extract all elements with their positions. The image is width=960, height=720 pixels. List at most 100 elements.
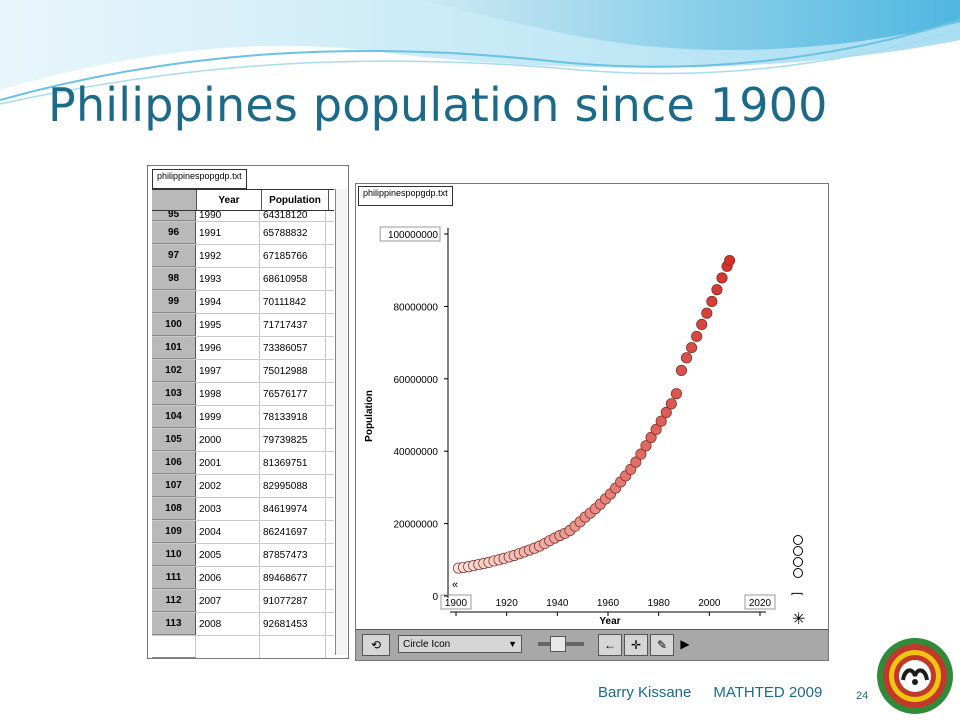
population-cell[interactable]: 68610958 xyxy=(260,268,326,290)
table-scrollbar[interactable] xyxy=(335,189,348,655)
population-cell[interactable]: 89468677 xyxy=(260,567,326,589)
population-cell[interactable]: 76576177 xyxy=(260,383,326,405)
crosshair-tool-icon[interactable]: ✛ xyxy=(624,634,648,656)
data-point[interactable] xyxy=(686,342,698,354)
row-index: 101 xyxy=(152,337,196,359)
year-cell[interactable]: 1992 xyxy=(196,245,260,267)
year-cell[interactable]: 1991 xyxy=(196,222,260,244)
table-row[interactable]: 107 2002 82995088 xyxy=(152,475,334,498)
population-cell[interactable]: 65788832 xyxy=(260,222,326,244)
data-point[interactable] xyxy=(660,406,672,419)
population-cell[interactable]: 81369751 xyxy=(260,452,326,474)
table-header-year[interactable]: Year xyxy=(197,190,262,210)
year-cell[interactable] xyxy=(196,636,260,658)
year-cell[interactable]: 2008 xyxy=(196,613,260,635)
table-row[interactable]: 106 2001 81369751 xyxy=(152,452,334,475)
table-row[interactable]: 104 1999 78133918 xyxy=(152,406,334,429)
year-cell[interactable]: 2004 xyxy=(196,521,260,543)
year-cell[interactable]: 1998 xyxy=(196,383,260,405)
population-cell[interactable]: 87857473 xyxy=(260,544,326,566)
year-cell[interactable]: 2007 xyxy=(196,590,260,612)
table-row[interactable]: 110 2005 87857473 xyxy=(152,544,334,567)
data-point[interactable] xyxy=(665,398,677,410)
year-cell[interactable]: 1994 xyxy=(196,291,260,313)
table-row[interactable]: 108 2003 84619974 xyxy=(152,498,334,521)
table-row[interactable]: 99 1994 70111842 xyxy=(152,291,334,314)
year-cell[interactable]: 2001 xyxy=(196,452,260,474)
table-row-empty[interactable] xyxy=(152,636,334,658)
slide-title: Philippines population since 1900 xyxy=(48,78,828,132)
plot-type-select[interactable]: Circle Icon ▼ xyxy=(398,635,522,653)
data-point[interactable] xyxy=(724,254,736,267)
population-cell[interactable]: 84619974 xyxy=(260,498,326,520)
data-point[interactable] xyxy=(650,423,662,436)
table-row[interactable]: 103 1998 76576177 xyxy=(152,383,334,406)
population-cell[interactable]: 70111842 xyxy=(260,291,326,313)
table-header-population[interactable]: Population xyxy=(262,190,329,210)
data-point[interactable] xyxy=(640,440,652,452)
table-row[interactable]: 112 2007 91077287 xyxy=(152,590,334,613)
year-cell[interactable]: 2005 xyxy=(196,544,260,566)
row-index: 100 xyxy=(152,314,196,336)
data-point[interactable] xyxy=(701,307,713,319)
table-row[interactable]: 113 2008 92681453 xyxy=(152,613,334,636)
year-cell[interactable]: 2000 xyxy=(196,429,260,451)
y-tick-label-box xyxy=(386,516,440,531)
population-cell[interactable]: 73386057 xyxy=(260,337,326,359)
population-cell[interactable]: 86241697 xyxy=(260,521,326,543)
data-point[interactable] xyxy=(691,330,703,342)
data-point[interactable] xyxy=(680,352,693,364)
data-point[interactable] xyxy=(635,448,647,460)
chart-tab[interactable]: philippinespopgdp.txt xyxy=(358,186,453,206)
population-cell[interactable]: 78133918 xyxy=(260,406,326,428)
population-cell[interactable]: 79739825 xyxy=(260,429,326,451)
population-cell[interactable] xyxy=(260,636,326,658)
population-cell[interactable]: 92681453 xyxy=(260,613,326,635)
year-cell[interactable]: 1995 xyxy=(196,314,260,336)
data-point[interactable] xyxy=(670,388,682,400)
double-chevron-left-icon[interactable]: « xyxy=(452,579,458,591)
data-point[interactable] xyxy=(645,431,657,443)
pencil-tool-icon[interactable]: ✎ xyxy=(650,634,674,656)
table-row[interactable]: 100 1995 71717437 xyxy=(152,314,334,337)
table-row[interactable]: 102 1997 75012988 xyxy=(152,360,334,383)
data-point[interactable] xyxy=(716,272,728,284)
table-row[interactable]: 95 1990 64318120 xyxy=(152,211,334,222)
year-cell[interactable]: 1996 xyxy=(196,337,260,359)
x-tick-label-box xyxy=(440,594,472,610)
population-cell[interactable]: 75012988 xyxy=(260,360,326,382)
year-cell[interactable]: 2006 xyxy=(196,567,260,589)
arrow-tool-icon[interactable]: ← xyxy=(598,634,622,656)
table-row[interactable]: 109 2004 86241697 xyxy=(152,521,334,544)
table-row[interactable]: 105 2000 79739825 xyxy=(152,429,334,452)
table-row[interactable]: 111 2006 89468677 xyxy=(152,567,334,590)
population-cell[interactable]: 64318120 xyxy=(260,211,326,221)
y-tick-label: 100000000 xyxy=(388,230,438,241)
data-point[interactable] xyxy=(711,284,723,296)
year-cell[interactable]: 2002 xyxy=(196,475,260,497)
population-cell[interactable]: 82995088 xyxy=(260,475,326,497)
table-row[interactable]: 101 1996 73386057 xyxy=(152,337,334,360)
refresh-icon[interactable]: ⟲ xyxy=(362,634,390,656)
x-tick-label: 2020 xyxy=(749,598,772,609)
population-cell[interactable]: 71717437 xyxy=(260,314,326,336)
data-point[interactable] xyxy=(675,364,688,377)
year-cell[interactable]: 2003 xyxy=(196,498,260,520)
data-point[interactable] xyxy=(706,295,718,307)
table-row[interactable]: 98 1993 68610958 xyxy=(152,268,334,291)
data-point[interactable] xyxy=(630,456,642,468)
data-point[interactable] xyxy=(655,415,667,427)
population-cell[interactable]: 67185766 xyxy=(260,245,326,267)
table-header-index[interactable] xyxy=(152,190,197,210)
table-row[interactable]: 96 1991 65788832 xyxy=(152,222,334,245)
year-cell[interactable]: 1993 xyxy=(196,268,260,290)
year-cell[interactable]: 1999 xyxy=(196,406,260,428)
data-point[interactable] xyxy=(696,318,708,331)
table-tab[interactable]: philippinespopgdp.txt xyxy=(152,169,247,189)
point-size-slider-thumb[interactable] xyxy=(550,636,566,652)
expand-arrow-icon[interactable]: ▶ xyxy=(678,634,692,654)
year-cell[interactable]: 1997 xyxy=(196,360,260,382)
table-row[interactable]: 97 1992 67185766 xyxy=(152,245,334,268)
population-cell[interactable]: 91077287 xyxy=(260,590,326,612)
year-cell[interactable]: 1990 xyxy=(196,211,260,221)
